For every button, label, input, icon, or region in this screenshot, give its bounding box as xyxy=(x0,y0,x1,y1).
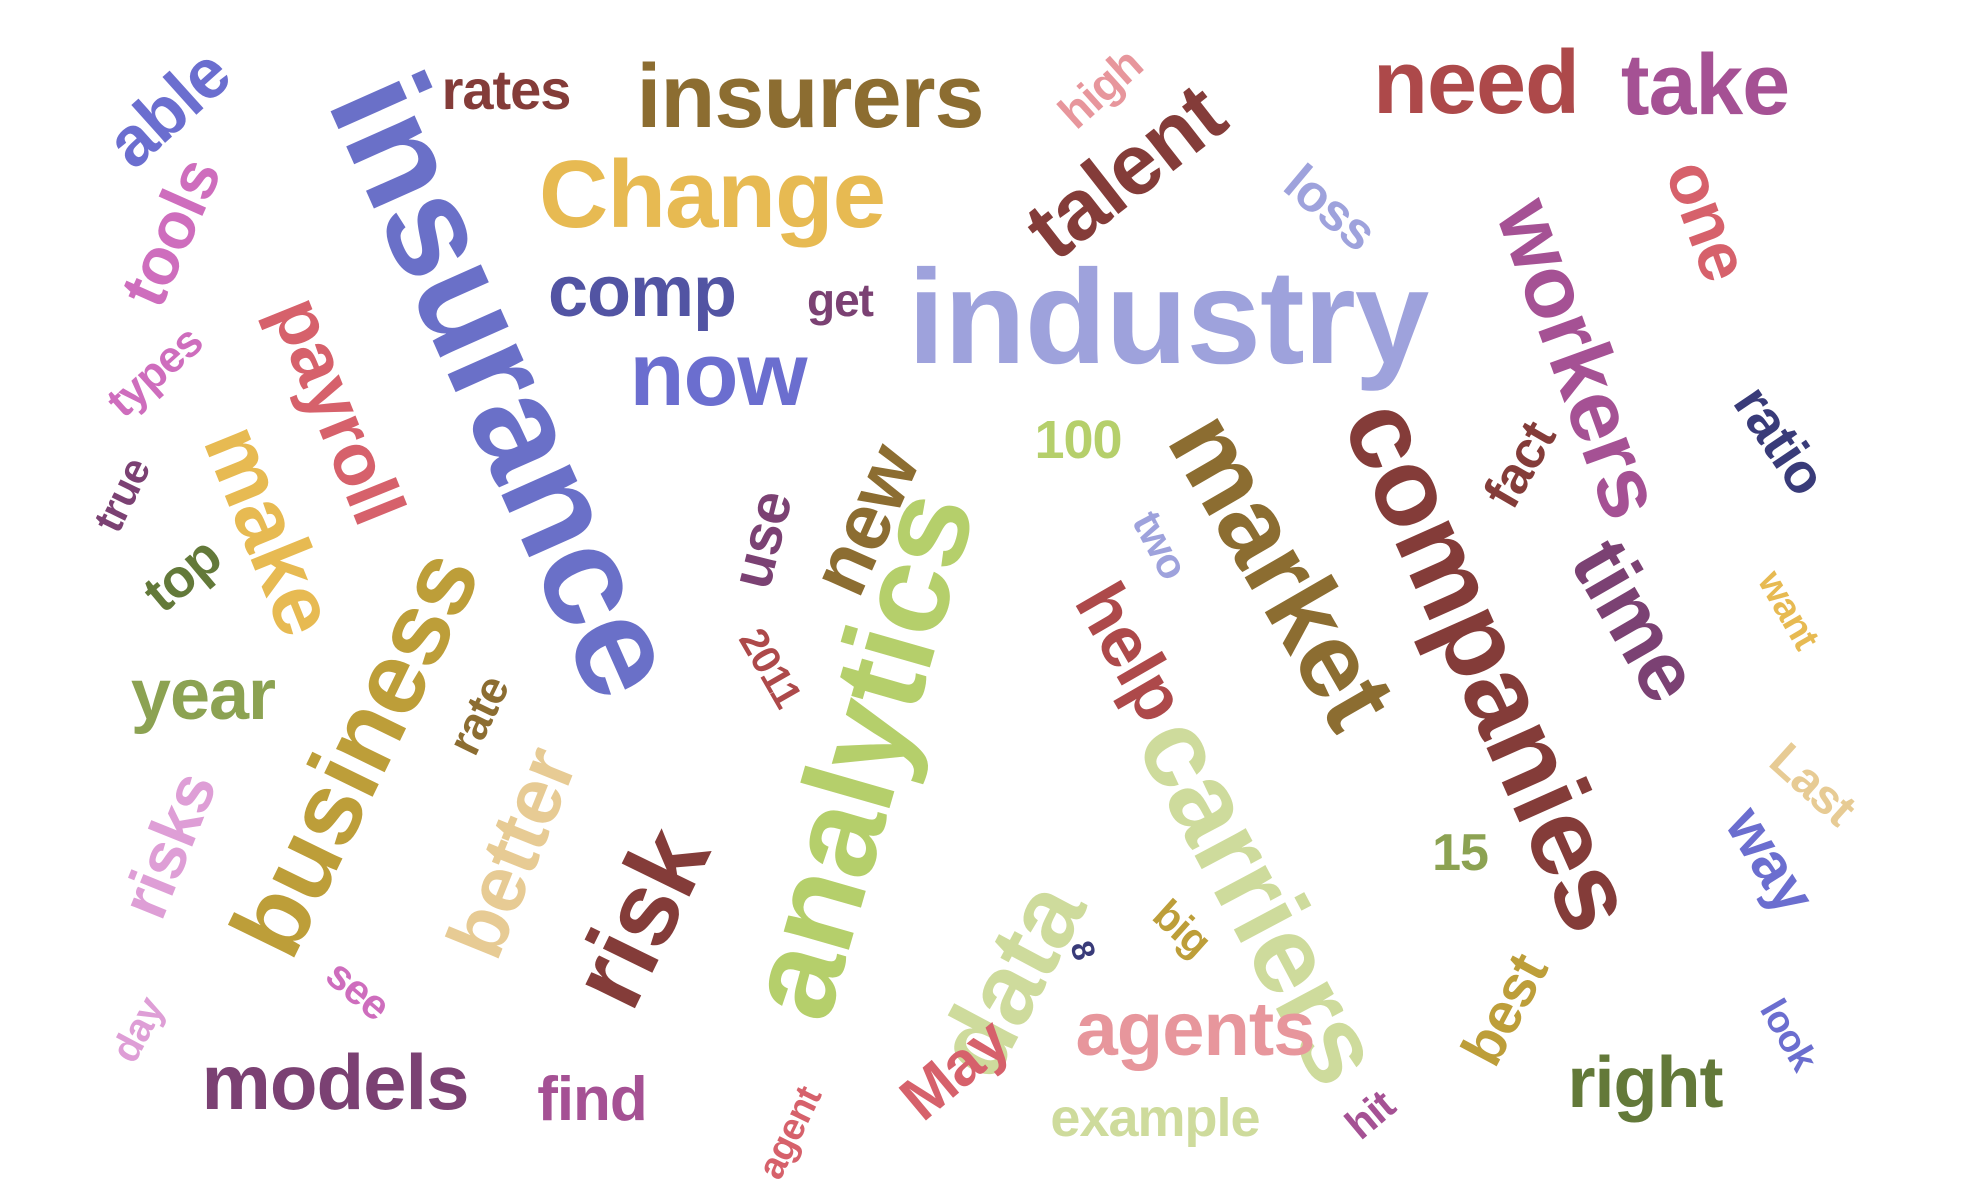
word-models: models xyxy=(201,1038,469,1126)
word-hit: hit xyxy=(1336,1081,1404,1149)
word-industry: industry xyxy=(907,243,1430,392)
word-tools: tools xyxy=(105,147,235,317)
word-types: types xyxy=(97,316,212,427)
word-day: day xyxy=(103,990,173,1070)
word-take: take xyxy=(1620,37,1790,133)
word-time: time xyxy=(1553,523,1719,717)
word-get: get xyxy=(807,274,874,326)
word-want: want xyxy=(1749,563,1827,657)
word-2011: 2011 xyxy=(730,621,810,715)
word-now: now xyxy=(629,325,808,425)
word-use: use xyxy=(718,484,805,595)
word-risks: risks xyxy=(105,761,231,929)
word-one: one xyxy=(1650,149,1766,291)
word-better: better xyxy=(429,735,594,970)
word-comp: comp xyxy=(547,252,737,332)
word-find: find xyxy=(537,1065,648,1134)
word-help: help xyxy=(1059,569,1201,735)
word-example: example xyxy=(1050,1088,1260,1148)
word-need: need xyxy=(1372,33,1580,133)
word-right: right xyxy=(1567,1043,1724,1123)
word-insurers: insurers xyxy=(636,47,984,147)
word-agent: agent xyxy=(750,1080,830,1186)
word-100: 100 xyxy=(1034,410,1122,470)
word-change: Change xyxy=(538,141,886,248)
word-best: best xyxy=(1448,943,1561,1076)
word-15: 15 xyxy=(1432,824,1489,882)
word-look: look xyxy=(1751,992,1825,1078)
word-fact: fact xyxy=(1472,412,1568,518)
word-risk: risk xyxy=(548,811,732,1025)
word-able: able xyxy=(91,33,245,183)
word-see: see xyxy=(317,950,400,1030)
word-top: top xyxy=(131,526,233,624)
word-year: year xyxy=(130,655,276,735)
word-true: true xyxy=(83,450,160,539)
word-ratio: ratio xyxy=(1721,373,1840,506)
word-rates: rates xyxy=(441,58,572,121)
word-agents: agents xyxy=(1075,987,1316,1072)
